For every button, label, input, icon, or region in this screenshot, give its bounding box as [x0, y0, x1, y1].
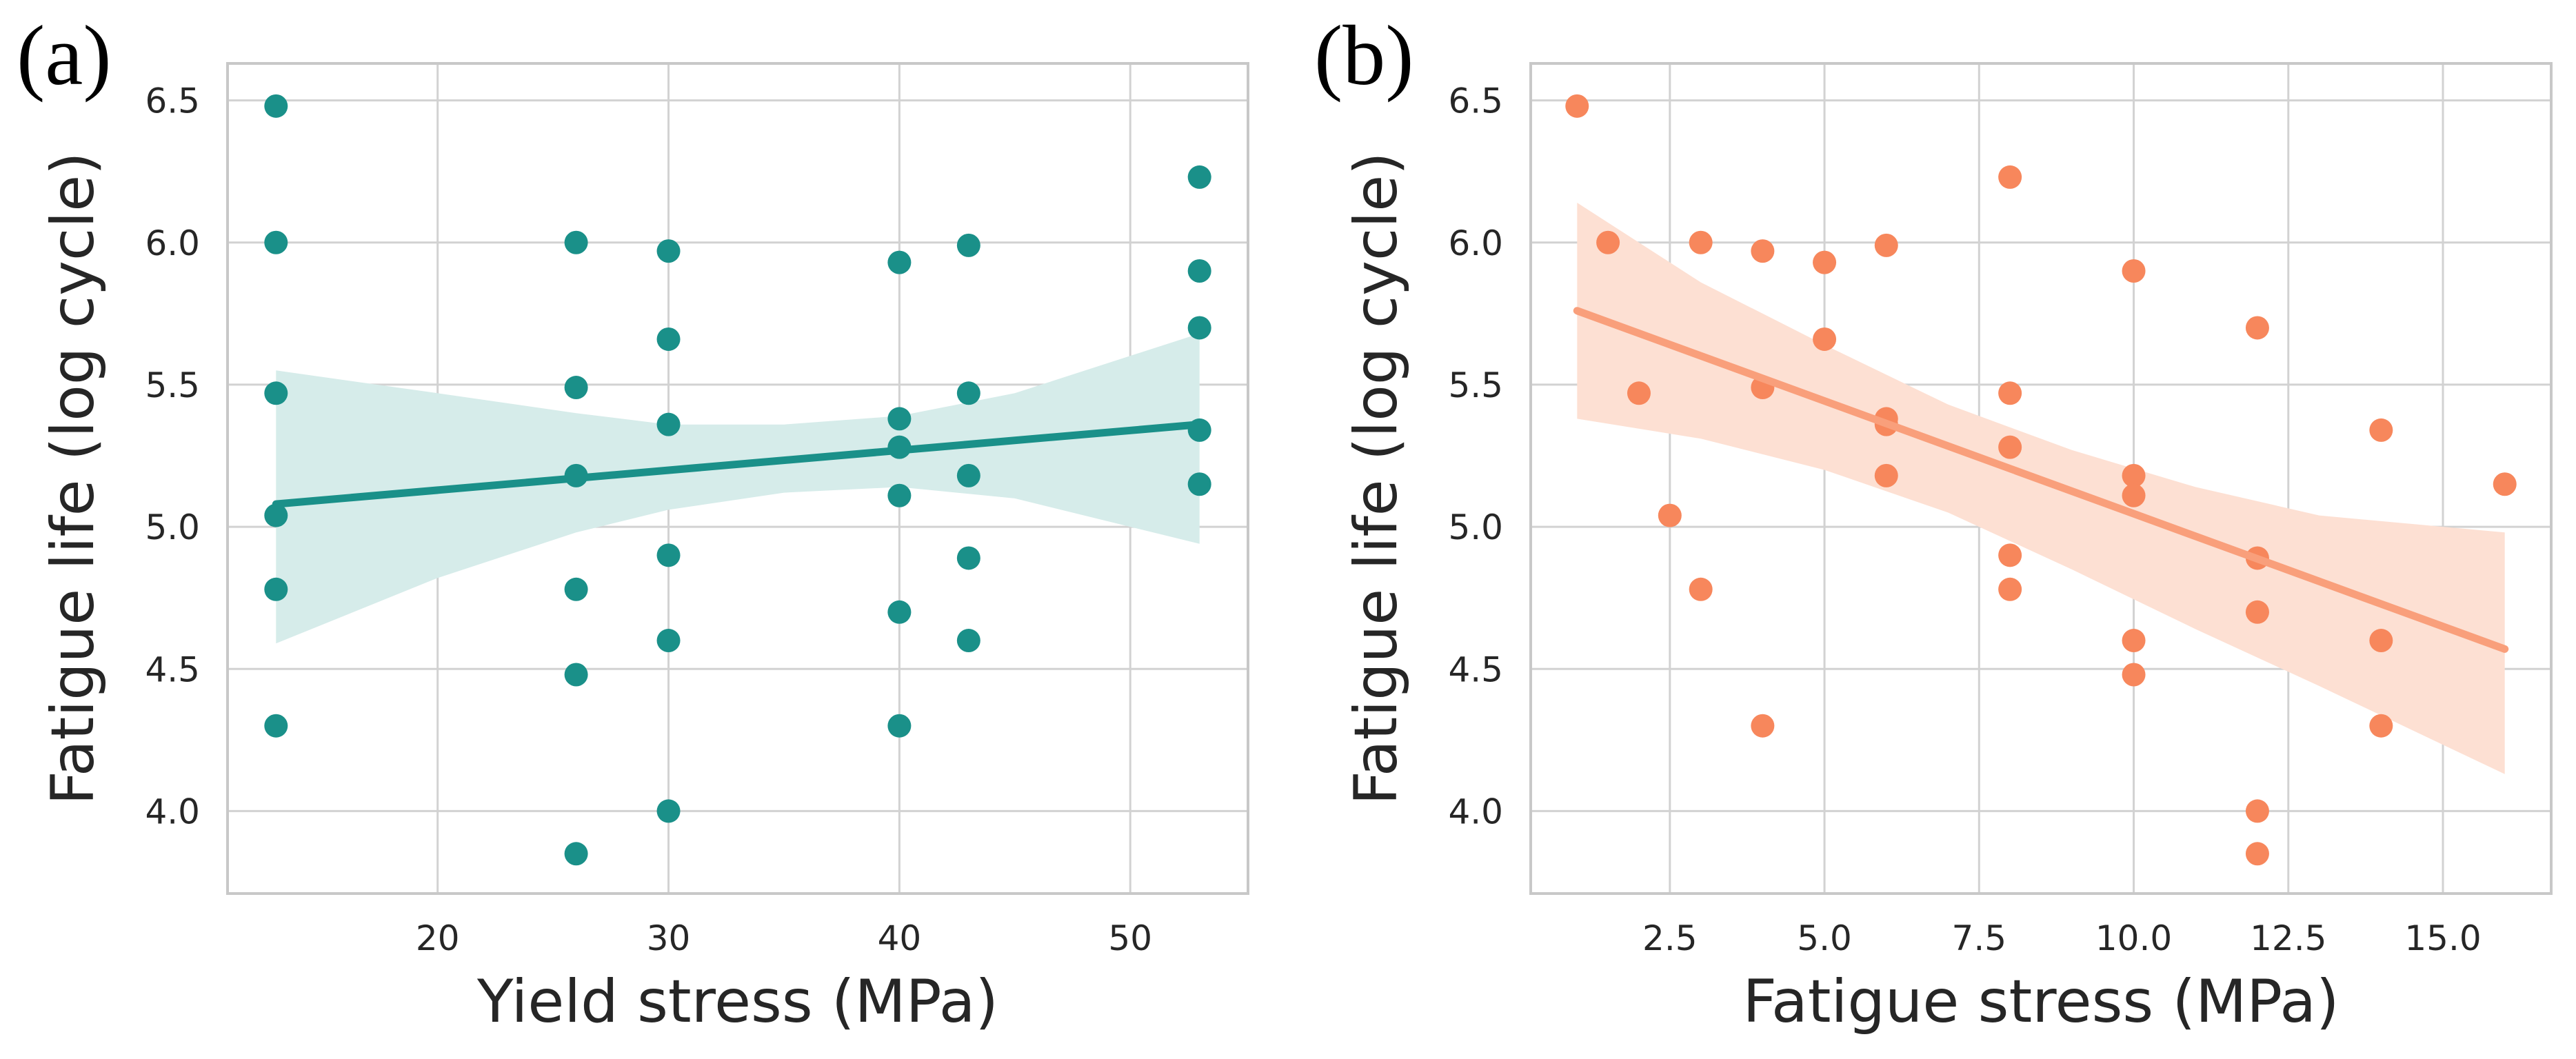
data-point — [956, 629, 980, 653]
data-point — [264, 381, 288, 405]
panel-a: 20 30 40 50 4.0 4.5 5.0 5.5 6.0 6.5 Yield stress (… — [17, 8, 1249, 1036]
data-point — [887, 250, 912, 274]
data-point — [1998, 543, 2022, 567]
data-point — [1689, 230, 1713, 254]
x-tick-label: 15.0 — [2404, 918, 2481, 958]
data-point — [2122, 463, 2146, 487]
data-point — [264, 577, 288, 601]
x-tick-label: 30 — [647, 918, 691, 958]
x-tick-label: 40 — [878, 918, 922, 958]
data-point — [656, 543, 681, 567]
data-point — [1751, 714, 1775, 738]
y-axis-label: Fatigue life (log cycle) — [1342, 152, 1411, 805]
data-point — [1874, 233, 1898, 257]
regression-line — [1573, 307, 2509, 653]
data-point — [1565, 94, 1589, 118]
y-tick-label: 6.5 — [145, 81, 200, 121]
x-axis-label: Fatigue stress (MPa) — [1742, 967, 2339, 1036]
data-point — [956, 233, 980, 257]
data-point — [956, 463, 980, 487]
data-point — [1596, 230, 1620, 254]
data-point — [1187, 165, 1211, 189]
data-point — [887, 714, 912, 738]
data-point — [656, 327, 681, 351]
y-tick-label: 4.0 — [1448, 791, 1503, 831]
y-tick-label: 6.5 — [1448, 81, 1503, 121]
y-tick-label: 6.0 — [145, 223, 200, 263]
data-point — [2369, 629, 2393, 653]
data-point — [1658, 503, 1682, 527]
data-point — [1998, 381, 2022, 405]
y-tick-label: 5.5 — [1448, 365, 1503, 405]
data-point — [2245, 600, 2269, 624]
data-point — [1187, 472, 1211, 496]
data-point — [1998, 577, 2022, 601]
data-point — [887, 600, 912, 624]
data-point — [264, 230, 288, 254]
confidence-band — [1577, 203, 2505, 774]
data-point — [656, 799, 681, 823]
data-point — [564, 230, 588, 254]
y-axis-label: Fatigue life (log cycle) — [39, 152, 108, 805]
data-point — [564, 663, 588, 687]
x-axis-label: Yield stress (MPa) — [476, 967, 998, 1036]
data-point — [1751, 239, 1775, 263]
y-tick-label: 4.0 — [145, 791, 200, 831]
x-tick-label: 10.0 — [2095, 918, 2172, 958]
x-tick-label: 20 — [416, 918, 460, 958]
y-tick-label: 4.5 — [1448, 649, 1503, 689]
data-point — [2369, 418, 2393, 442]
x-tick-label: 5.0 — [1797, 918, 1852, 958]
panel-label: (b) — [1314, 8, 1414, 103]
data-point — [2369, 714, 2393, 738]
data-point — [1998, 435, 2022, 459]
data-point — [1813, 250, 1837, 274]
data-point — [2493, 472, 2517, 496]
y-tick-label: 5.0 — [1448, 507, 1503, 547]
data-point — [956, 546, 980, 570]
data-point — [656, 629, 681, 653]
data-point — [1689, 577, 1713, 601]
x-tick-label: 12.5 — [2250, 918, 2326, 958]
y-tick-label: 6.0 — [1448, 223, 1503, 263]
data-point — [264, 94, 288, 118]
data-point — [2122, 629, 2146, 653]
data-point — [2122, 663, 2146, 687]
x-tick-label: 7.5 — [1952, 918, 2007, 958]
data-point — [1874, 463, 1898, 487]
data-point — [564, 577, 588, 601]
y-tick-label: 5.0 — [145, 507, 200, 547]
axes-frame — [1529, 62, 2553, 895]
data-point — [1813, 327, 1837, 351]
data-point — [887, 407, 912, 431]
data-point — [264, 503, 288, 527]
data-point — [2245, 842, 2269, 866]
y-tick-label: 4.5 — [145, 649, 200, 689]
data-point — [1998, 165, 2022, 189]
data-point — [2245, 316, 2269, 340]
y-tick-label: 5.5 — [145, 365, 200, 405]
x-tick-label: 2.5 — [1642, 918, 1698, 958]
confidence-band — [276, 333, 1200, 644]
data-point — [2245, 799, 2269, 823]
data-point — [264, 714, 288, 738]
x-tick-label: 50 — [1108, 918, 1152, 958]
data-point — [887, 483, 912, 507]
panel-b: 2.5 5.0 7.5 10.0 12.5 15.0 4.0 4.5 5.0 5.5 6.0 6.5 F… — [1314, 8, 2553, 1036]
panel-label: (a) — [17, 8, 112, 103]
data-point — [564, 842, 588, 866]
data-point — [2122, 483, 2146, 507]
axes-frame — [226, 62, 1249, 895]
data-point — [1627, 381, 1651, 405]
data-point — [1187, 316, 1211, 340]
data-point — [656, 239, 681, 263]
data-point — [564, 376, 588, 400]
data-point — [956, 381, 980, 405]
regression-line — [272, 421, 1204, 508]
data-point — [2122, 259, 2146, 283]
data-point — [1187, 259, 1211, 283]
data-point — [656, 412, 681, 436]
